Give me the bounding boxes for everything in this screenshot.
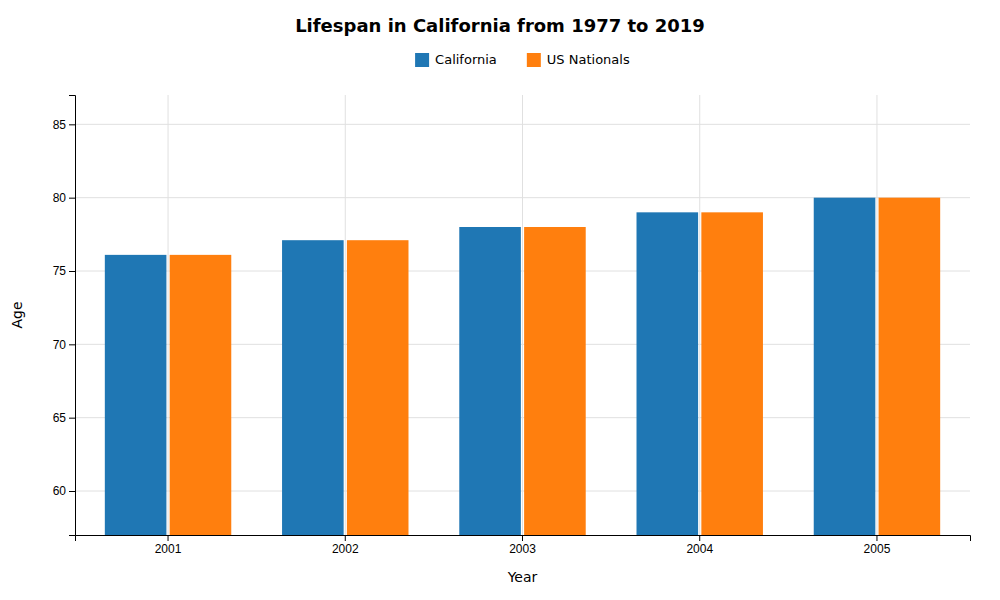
x-tick-mark [522, 535, 523, 541]
y-tick-label: 85 [53, 118, 67, 132]
x-axis-line [76, 536, 971, 542]
y-tick-label: 70 [53, 338, 67, 352]
x-tick-mark [345, 535, 346, 541]
bars [105, 198, 940, 535]
y-tick-mark [69, 271, 75, 272]
chart-container: 2001 2002 2003 2004 2005 60 65 70 75 80 85 Lifespan… [0, 0, 1000, 600]
y-tick: 85 [53, 118, 75, 132]
x-tick-label: 2003 [509, 542, 536, 556]
x-tick-mark [699, 535, 700, 541]
legend: California US Nationals [415, 52, 630, 67]
y-tick-label: 75 [53, 264, 67, 278]
y-tick: 70 [53, 338, 75, 352]
x-tick-mark [876, 535, 877, 541]
bar [347, 240, 409, 535]
bar [637, 212, 699, 535]
y-tick-mark [69, 124, 75, 125]
y-axis-title: Age [9, 301, 25, 328]
x-tick: 2004 [686, 535, 713, 556]
x-tick-label: 2004 [686, 542, 713, 556]
x-grid-line [876, 95, 877, 535]
y-tick-label: 60 [53, 484, 67, 498]
bar-series [105, 198, 876, 535]
legend-label: US Nationals [547, 52, 630, 67]
bar [459, 227, 521, 535]
bar [524, 227, 586, 535]
bar [814, 198, 876, 535]
x-axis-title: Year [507, 569, 538, 585]
x-tick: 2003 [509, 535, 536, 556]
bar [879, 198, 941, 535]
x-axis: 2001 2002 2003 2004 2005 [76, 535, 971, 556]
y-axis-line [69, 96, 76, 536]
y-tick-mark [69, 198, 75, 199]
bar [105, 255, 167, 535]
y-tick-label: 65 [53, 411, 67, 425]
y-tick: 60 [53, 484, 75, 498]
y-tick-label: 80 [53, 191, 67, 205]
x-tick-label: 2001 [155, 542, 182, 556]
y-tick: 75 [53, 264, 75, 278]
x-tick-label: 2002 [332, 542, 359, 556]
x-grid-line [522, 95, 523, 535]
x-grid-line [699, 95, 700, 535]
y-tick-mark [69, 344, 75, 345]
y-tick-mark [69, 491, 75, 492]
x-grid-line [345, 95, 346, 535]
legend-item: US Nationals [527, 52, 630, 67]
legend-swatch [527, 53, 541, 67]
legend-label: California [435, 52, 497, 67]
bar-series [170, 198, 941, 535]
legend-swatch [415, 53, 429, 67]
bar [170, 255, 232, 535]
x-grid-line [168, 95, 169, 535]
legend-item: California [415, 52, 497, 67]
y-axis: 60 65 70 75 80 85 [53, 96, 76, 536]
x-tick-mark [168, 535, 169, 541]
bar [701, 212, 763, 535]
y-tick: 80 [53, 191, 75, 205]
x-tick: 2001 [155, 535, 182, 556]
bar [282, 240, 344, 535]
x-tick-label: 2005 [864, 542, 891, 556]
y-tick: 65 [53, 411, 75, 425]
plot-area: 2001 2002 2003 2004 2005 60 65 70 75 80 85 [53, 95, 971, 600]
x-tick: 2005 [864, 535, 891, 556]
title: Lifespan in California from 1977 to 2019 [295, 15, 705, 36]
y-tick-mark [69, 418, 75, 419]
chart-svg: 2001 2002 2003 2004 2005 60 65 70 75 80 85 Lifespan… [0, 0, 1000, 600]
x-tick: 2002 [332, 535, 359, 556]
